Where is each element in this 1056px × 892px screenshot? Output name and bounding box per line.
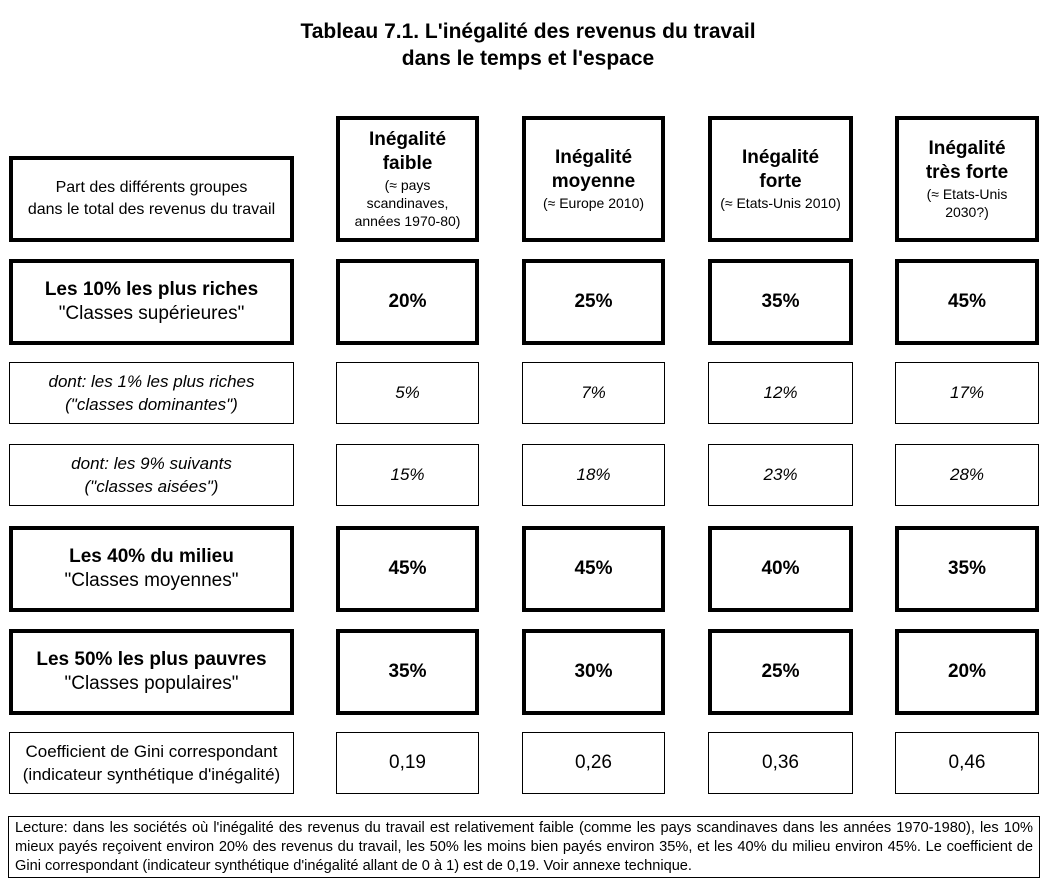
table-cell: 23% <box>708 444 853 506</box>
table-cell: 25% <box>708 629 853 715</box>
row-label-top-1: dont: les 1% les plus riches ("classes d… <box>9 362 294 424</box>
table-cell: 18% <box>522 444 665 506</box>
row-label-main: dont: les 1% les plus riches <box>48 372 255 391</box>
table-cell: 0,36 <box>708 732 853 794</box>
reading-note: Lecture: dans les sociétés où l'inégalit… <box>8 816 1040 878</box>
table-cell: 35% <box>336 629 479 715</box>
column-header-title: moyenne <box>551 171 636 192</box>
table-cell: 45% <box>522 526 665 612</box>
table-cell: 0,19 <box>336 732 479 794</box>
corner-line-1: Part des différents groupes <box>55 179 248 196</box>
corner-line-2: dans le total des revenus du travail <box>27 201 276 218</box>
row-label-middle-40: Les 40% du milieu "Classes moyennes" <box>9 526 294 612</box>
corner-header: Part des différents groupes dans le tota… <box>9 156 294 242</box>
row-label-gini: Coefficient de Gini correspondant (indic… <box>9 732 294 794</box>
row-label-sub: ("classes aisées") <box>84 477 219 496</box>
table-cell: 12% <box>708 362 853 424</box>
column-header-title: Inégalité <box>741 147 820 168</box>
table-cell: 0,46 <box>895 732 1039 794</box>
column-header-title: très forte <box>925 162 1009 183</box>
row-label-top-10: Les 10% les plus riches "Classes supérie… <box>9 259 294 345</box>
table-cell: 15% <box>336 444 479 506</box>
row-label-main: Les 10% les plus riches <box>44 279 259 300</box>
column-header-tres-forte: Inégalité très forte (≈ Etats-Unis 2030?… <box>895 116 1039 242</box>
column-header-subtitle: (≈ pays <box>384 177 431 193</box>
table-cell: 35% <box>895 526 1039 612</box>
table-cell: 20% <box>895 629 1039 715</box>
row-label-main: Les 50% les plus pauvres <box>36 649 267 670</box>
row-label-bottom-50: Les 50% les plus pauvres "Classes popula… <box>9 629 294 715</box>
table-cell: 20% <box>336 259 479 345</box>
column-header-subtitle: (≈ Europe 2010) <box>542 195 645 211</box>
column-header-title: Inégalité <box>368 129 447 150</box>
row-label-sub: "Classes populaires" <box>64 673 239 694</box>
table-cell: 45% <box>895 259 1039 345</box>
table-cell: 45% <box>336 526 479 612</box>
row-label-main: Coefficient de Gini correspondant <box>25 742 278 761</box>
column-header-subtitle: (≈ Etats-Unis <box>926 186 1008 202</box>
column-header-title: faible <box>382 153 433 174</box>
column-header-subtitle: années 1970-80) <box>354 213 461 229</box>
table-cell: 7% <box>522 362 665 424</box>
column-header-title: forte <box>759 171 802 192</box>
table-cell: 30% <box>522 629 665 715</box>
table-cell: 17% <box>895 362 1039 424</box>
title-line-2: dans le temps et l'espace <box>401 47 655 70</box>
title-line-1: Tableau 7.1. L'inégalité des revenus du … <box>300 20 756 43</box>
table-cell: 5% <box>336 362 479 424</box>
column-header-title: Inégalité <box>928 138 1006 159</box>
row-label-next-9: dont: les 9% suivants ("classes aisées") <box>9 444 294 506</box>
row-label-main: dont: les 9% suivants <box>71 454 232 473</box>
column-header-subtitle: 2030?) <box>945 204 989 220</box>
table-cell: 28% <box>895 444 1039 506</box>
row-label-sub: "Classes supérieures" <box>58 303 245 324</box>
column-header-title: Inégalité <box>554 147 633 168</box>
row-label-sub: (indicateur synthétique d'inégalité) <box>22 765 281 784</box>
table-cell: 35% <box>708 259 853 345</box>
table-cell: 25% <box>522 259 665 345</box>
table-cell: 40% <box>708 526 853 612</box>
column-header-faible: Inégalité faible (≈ pays scandinaves, an… <box>336 116 479 242</box>
column-header-subtitle: (≈ Etats-Unis 2010) <box>720 195 841 211</box>
table-title: Tableau 7.1. L'inégalité des revenus du … <box>0 18 1056 72</box>
column-header-subtitle: scandinaves, <box>366 195 449 211</box>
row-label-sub: "Classes moyennes" <box>64 570 239 591</box>
table-cell: 0,26 <box>522 732 665 794</box>
row-label-sub: ("classes dominantes") <box>65 395 238 414</box>
column-header-moyenne: Inégalité moyenne (≈ Europe 2010) <box>522 116 665 242</box>
column-header-forte: Inégalité forte (≈ Etats-Unis 2010) <box>708 116 853 242</box>
row-label-main: Les 40% du milieu <box>69 546 234 567</box>
